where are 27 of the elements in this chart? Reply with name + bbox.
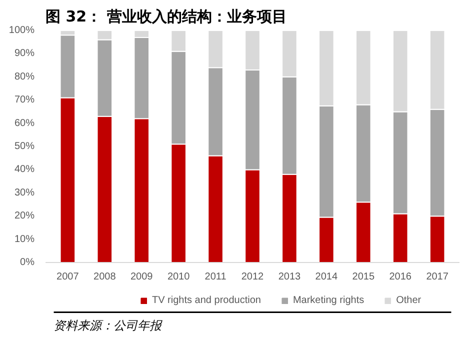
legend-label: TV rights and production bbox=[152, 294, 261, 306]
text: 资料来源：公司年报 bbox=[54, 318, 162, 332]
y-tick-label: 40% bbox=[14, 164, 35, 176]
y-tick-label: 30% bbox=[14, 187, 35, 198]
legend-label: Other bbox=[396, 294, 422, 306]
legend-label: Marketing rights bbox=[292, 294, 364, 306]
y-tick-label: 80% bbox=[14, 71, 35, 82]
x-tick-label: 2011 bbox=[204, 272, 227, 282]
x-tick-label: 2013 bbox=[278, 272, 302, 282]
y-tick-label: 0% bbox=[20, 257, 35, 268]
x-tick-label: 2015 bbox=[352, 272, 375, 282]
y-tick-label: 90% bbox=[14, 48, 35, 60]
y-tick-label: 100% bbox=[8, 25, 35, 36]
y-tick-label: 70% bbox=[14, 94, 35, 106]
x-tick-label: 2009 bbox=[130, 272, 154, 282]
x-tick-label: 2010 bbox=[167, 272, 190, 282]
x-tick-label: 2016 bbox=[389, 272, 412, 282]
chart-title: 图 32： 营业收入的结构：业务项目 bbox=[46, 8, 287, 26]
y-tick-label: 50% bbox=[14, 141, 35, 152]
x-tick-label: 2017 bbox=[426, 272, 449, 282]
y-tick-label: 20% bbox=[14, 210, 35, 222]
x-tick-label: 2008 bbox=[94, 272, 116, 282]
y-tick-label: 10% bbox=[14, 234, 35, 245]
x-tick-label: 2014 bbox=[315, 272, 338, 282]
x-tick-label: 2012 bbox=[241, 272, 264, 282]
y-tick-label: 60% bbox=[14, 118, 35, 129]
x-tick-label: 2007 bbox=[56, 272, 80, 282]
